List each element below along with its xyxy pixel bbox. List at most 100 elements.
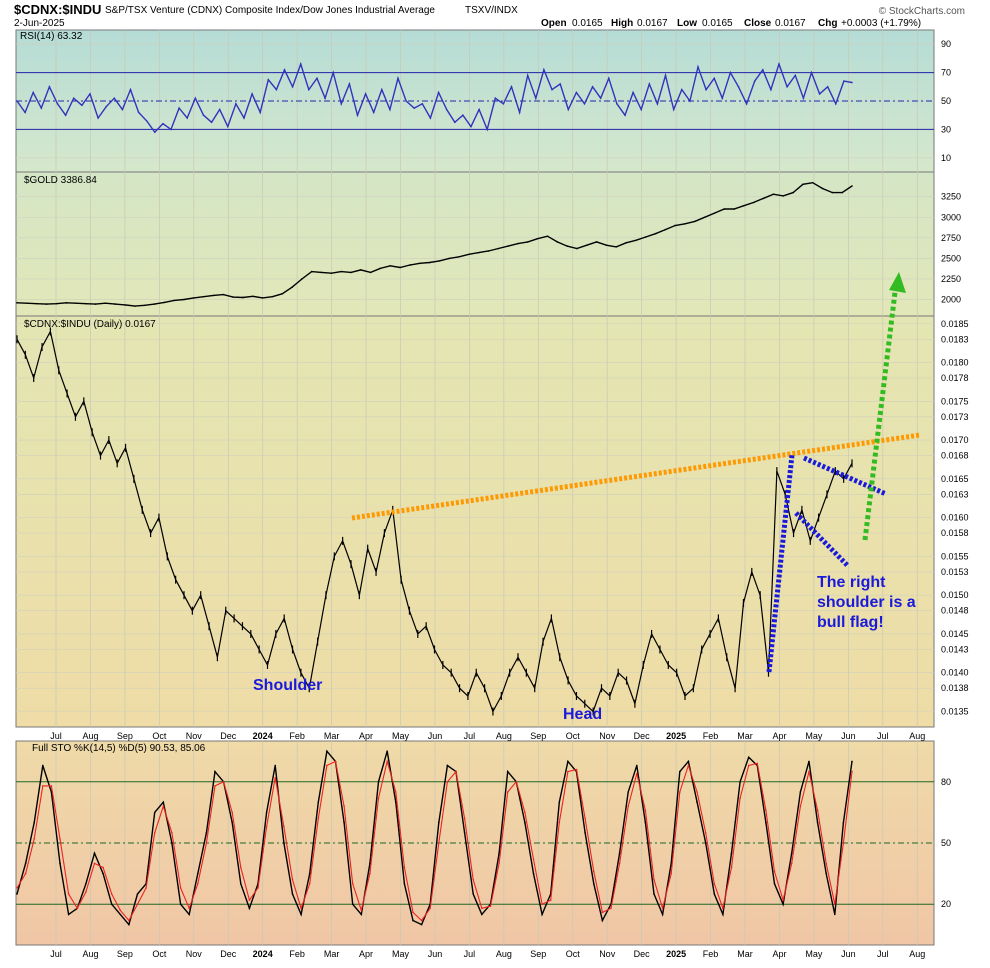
x-tick-label: Mar (737, 731, 753, 741)
data-point (644, 821, 647, 824)
data-point (437, 91, 440, 94)
data-point (687, 760, 690, 763)
y-tick-label: 0.0140 (941, 668, 969, 678)
data-point (653, 893, 655, 895)
x-tick-label: Feb (703, 731, 719, 741)
data-point (76, 907, 79, 910)
data-point (551, 88, 553, 91)
sto-title: Full STO %K(14,5) %D(5) 90.53, 85.06 (32, 743, 206, 754)
y-tick-label: 0.0150 (941, 590, 969, 600)
symbol-description: S&P/TSX Venture (CDNX) Composite Index/D… (105, 5, 435, 16)
data-point (248, 907, 251, 910)
chg-label: Chg (818, 18, 837, 29)
data-point (89, 93, 91, 95)
data-point (821, 187, 824, 190)
data-point (833, 903, 836, 905)
data-point (332, 71, 334, 74)
data-point (421, 103, 424, 105)
data-point (265, 825, 268, 828)
x-tick-label: Nov (186, 949, 203, 959)
data-point (625, 241, 627, 244)
data-point (792, 191, 794, 194)
data-point (340, 270, 342, 273)
data-point (299, 63, 302, 65)
data-point (799, 805, 802, 808)
data-point (816, 809, 819, 812)
data-point (64, 114, 67, 116)
x-tick-label: Mar (737, 949, 753, 959)
data-point (478, 108, 480, 111)
data-point (399, 266, 401, 269)
data-point (446, 764, 449, 767)
data-point (248, 899, 251, 901)
data-point (205, 832, 208, 834)
data-point (326, 750, 328, 752)
x-tick-label: Nov (186, 731, 203, 741)
data-point (743, 204, 745, 207)
data-point (24, 111, 26, 114)
data-point (506, 791, 509, 793)
data-point (75, 302, 77, 305)
grid-layer (16, 30, 934, 945)
data-point (670, 872, 673, 875)
data-point (429, 907, 431, 910)
data-point (831, 191, 834, 194)
data-point (84, 302, 87, 305)
x-tick-label: Sep (530, 731, 546, 741)
data-point (446, 781, 449, 783)
x-tick-label: Dec (220, 949, 237, 959)
x-tick-label: Sep (117, 731, 133, 741)
data-point (369, 862, 371, 865)
data-point (810, 71, 813, 74)
y-tick-label: 0.0180 (941, 358, 969, 368)
data-point (281, 292, 284, 295)
data-point (445, 108, 448, 111)
data-point (747, 756, 750, 759)
data-point (202, 295, 205, 298)
series-line (16, 759, 853, 922)
data-point (654, 232, 657, 235)
gold-layer (16, 181, 853, 307)
close-value: 0.0167 (775, 18, 806, 29)
data-point (45, 303, 48, 305)
data-point (567, 770, 569, 773)
data-point (16, 100, 18, 102)
data-point (420, 923, 423, 926)
x-tick-label: Sep (530, 949, 546, 959)
data-point (648, 83, 651, 85)
data-point (16, 893, 18, 895)
data-point (624, 114, 626, 116)
data-point (40, 107, 43, 109)
data-point (627, 805, 629, 808)
data-point (145, 120, 148, 122)
data-point (274, 776, 277, 779)
data-point (782, 903, 784, 905)
y-tick-label: 0.0145 (941, 629, 969, 639)
y-tick-label: 50 (941, 96, 951, 106)
exchange-label: TSXV/INDX (465, 5, 518, 16)
data-point (153, 811, 156, 814)
x-tick-label: Aug (909, 731, 925, 741)
data-point (104, 302, 107, 305)
data-point (458, 255, 460, 258)
data-point (418, 262, 421, 265)
data-point (833, 913, 836, 916)
data-point (113, 97, 116, 99)
data-point (369, 872, 371, 875)
x-tick-label: Feb (703, 949, 719, 959)
data-point (549, 899, 552, 901)
data-point (114, 303, 117, 305)
y-tick-label: 0.0138 (941, 683, 969, 693)
data-point (507, 245, 509, 247)
data-point (584, 817, 586, 820)
data-point (283, 842, 285, 844)
data-point (137, 111, 140, 114)
data-point (428, 261, 431, 264)
data-point (16, 302, 18, 304)
data-point (656, 103, 659, 105)
data-point (310, 270, 313, 273)
data-point (591, 86, 594, 88)
data-point (487, 250, 490, 252)
x-tick-label: Oct (566, 731, 581, 741)
